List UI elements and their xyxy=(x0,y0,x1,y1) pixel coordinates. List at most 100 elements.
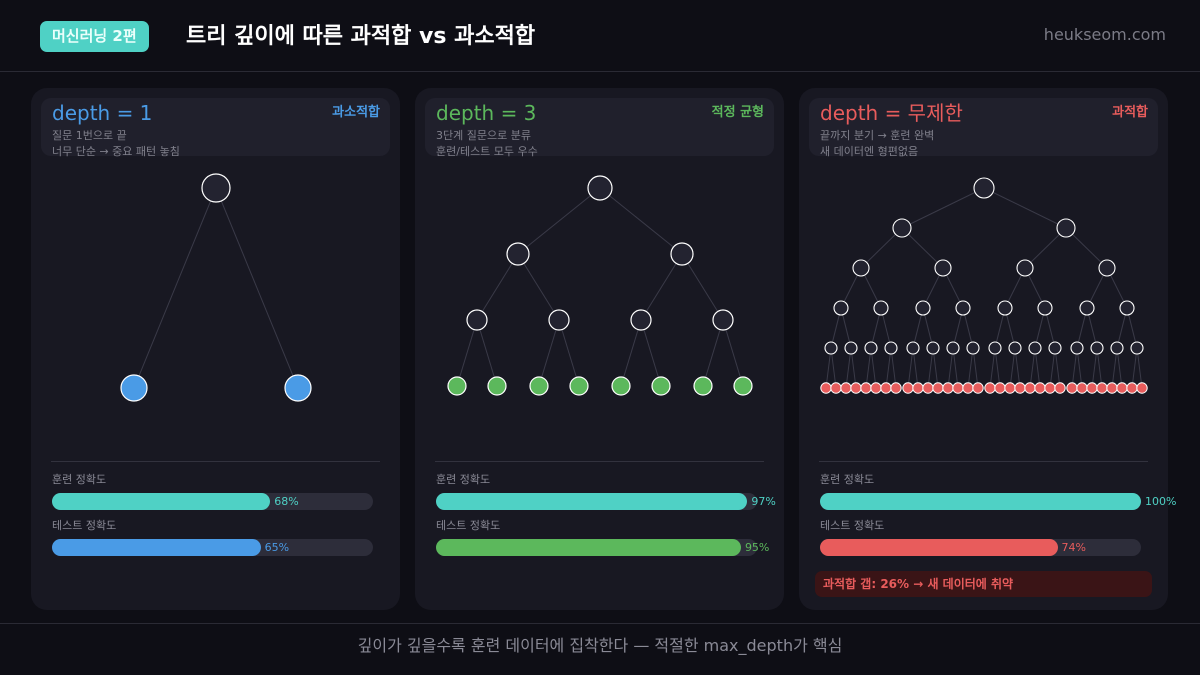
footer: 깊이가 깊을수록 훈련 데이터에 집착한다 — 적절한 max_depth가 핵… xyxy=(0,623,1200,675)
divider xyxy=(51,461,380,462)
divider xyxy=(819,461,1148,462)
page-title: 트리 깊이에 따른 과적합 vs 과소적합 xyxy=(186,24,536,49)
internal-node-icon xyxy=(824,341,838,355)
leaf-node-icon xyxy=(890,382,902,394)
test-accuracy-value: 74% xyxy=(1061,541,1086,554)
leaf-node-icon xyxy=(120,374,148,402)
leaf-node-icon xyxy=(912,382,924,394)
leaf-node-icon xyxy=(850,382,862,394)
test-accuracy-label: 테스트 정확도 xyxy=(52,519,117,532)
divider xyxy=(435,461,764,462)
train-accuracy-value: 97% xyxy=(751,495,776,508)
card-description: 질문 1번으로 끝 너무 단순 → 중요 패턴 놓침 xyxy=(52,128,180,160)
desc-line: 너무 단순 → 중요 패턴 놓침 xyxy=(52,145,180,158)
desc-line: 새 데이터엔 형편없음 xyxy=(820,145,919,158)
card-depth-3: depth = 3 적정 균형 3단계 질문으로 분류 훈련/테스트 모두 우수 xyxy=(415,88,784,610)
train-accuracy-value: 100% xyxy=(1145,495,1177,508)
internal-node-icon xyxy=(915,300,931,316)
internal-node-icon xyxy=(892,218,912,238)
bar-fill xyxy=(820,539,1058,556)
leaf-node-icon xyxy=(1014,382,1026,394)
test-accuracy-label: 테스트 정확도 xyxy=(820,519,885,532)
tree-diagram-unlimited xyxy=(820,177,1148,394)
series-badge: 머신러닝 2편 xyxy=(40,21,149,52)
card-header: depth = 3 적정 균형 3단계 질문으로 분류 훈련/테스트 모두 우수 xyxy=(425,98,774,158)
internal-node-icon xyxy=(864,341,878,355)
card-description: 3단계 질문으로 분류 훈련/테스트 모두 우수 xyxy=(436,128,538,160)
leaf-node-icon xyxy=(1096,382,1108,394)
internal-node-icon xyxy=(973,177,995,199)
site-name: heukseom.com xyxy=(1043,25,1166,44)
internal-node-icon xyxy=(1048,341,1062,355)
leaf-node-icon xyxy=(952,382,964,394)
card-header: depth = 무제한 과적합 끝까지 분기 → 훈련 완벽 새 데이터엔 형편… xyxy=(809,98,1158,158)
leaf-node-icon xyxy=(1024,382,1036,394)
bar-fill xyxy=(52,539,261,556)
leaf-node-icon xyxy=(972,382,984,394)
leaf-node-icon xyxy=(1034,382,1046,394)
test-accuracy-bar: 74% xyxy=(820,539,1141,556)
status-tag: 적정 균형 xyxy=(711,105,764,120)
internal-node-icon xyxy=(1016,259,1034,277)
train-accuracy-label: 훈련 정확도 xyxy=(436,473,491,486)
internal-node-icon xyxy=(884,341,898,355)
overfit-gap-note: 과적합 갭: 26% → 새 데이터에 취약 xyxy=(815,571,1152,597)
internal-node-icon xyxy=(852,259,870,277)
internal-node-icon xyxy=(873,300,889,316)
internal-node-icon xyxy=(1110,341,1124,355)
internal-node-icon xyxy=(934,259,952,277)
desc-line: 훈련/테스트 모두 우수 xyxy=(436,145,538,158)
internal-node-icon xyxy=(1056,218,1076,238)
leaf-node-icon xyxy=(1106,382,1118,394)
leaf-node-icon xyxy=(860,382,872,394)
internal-node-icon xyxy=(1090,341,1104,355)
card-title: depth = 1 xyxy=(52,101,153,125)
leaf-node-icon xyxy=(1066,382,1078,394)
train-accuracy-bar: 68% xyxy=(52,493,373,510)
leaf-node-icon xyxy=(984,382,996,394)
desc-line: 끝까지 분기 → 훈련 완벽 xyxy=(820,129,935,142)
status-tag: 과적합 xyxy=(1112,105,1148,120)
internal-node-icon xyxy=(1070,341,1084,355)
root-node-icon xyxy=(201,173,231,203)
header: 머신러닝 2편 트리 깊이에 따른 과적합 vs 과소적합 heukseom.c… xyxy=(0,0,1200,72)
internal-node-icon xyxy=(955,300,971,316)
test-accuracy-label: 테스트 정확도 xyxy=(436,519,501,532)
internal-node-icon xyxy=(1130,341,1144,355)
desc-line: 3단계 질문으로 분류 xyxy=(436,129,531,142)
bar-fill xyxy=(820,493,1141,510)
card-header: depth = 1 과소적합 질문 1번으로 끝 너무 단순 → 중요 패턴 놓… xyxy=(41,98,390,158)
internal-node-icon xyxy=(926,341,940,355)
train-accuracy-bar: 97% xyxy=(436,493,776,510)
leaf-node-icon xyxy=(1116,382,1128,394)
leaf-node-icon xyxy=(820,382,832,394)
tree-diagram-depth-3 xyxy=(447,175,753,396)
leaf-node-icon xyxy=(1054,382,1066,394)
leaf-node-icon xyxy=(942,382,954,394)
bar-fill xyxy=(436,493,748,510)
footer-caption: 깊이가 깊을수록 훈련 데이터에 집착한다 — 적절한 max_depth가 핵… xyxy=(357,636,843,655)
internal-node-icon xyxy=(997,300,1013,316)
internal-node-icon xyxy=(1028,341,1042,355)
test-accuracy-value: 65% xyxy=(264,541,290,554)
internal-node-icon xyxy=(966,341,980,355)
card-title: depth = 3 xyxy=(436,101,537,125)
internal-node-icon xyxy=(1079,300,1095,316)
card-description: 끝까지 분기 → 훈련 완벽 새 데이터엔 형편없음 xyxy=(820,128,934,160)
internal-node-icon xyxy=(1037,300,1053,316)
leaf-node-icon xyxy=(1004,382,1016,394)
internal-node-icon xyxy=(906,341,920,355)
leaf-node-icon xyxy=(840,382,852,394)
test-accuracy-value: 95% xyxy=(744,541,770,554)
internal-node-icon xyxy=(946,341,960,355)
leaf-node-icon xyxy=(870,382,882,394)
leaf-node-icon xyxy=(830,382,842,394)
leaf-node-icon xyxy=(1126,382,1138,394)
test-accuracy-bar: 65% xyxy=(52,539,373,556)
train-accuracy-label: 훈련 정확도 xyxy=(52,473,107,486)
train-accuracy-label: 훈련 정확도 xyxy=(820,473,875,486)
leaf-node-icon xyxy=(932,382,944,394)
card-title: depth = 무제한 xyxy=(820,101,963,125)
status-tag: 과소적합 xyxy=(332,105,380,120)
internal-node-icon xyxy=(1119,300,1135,316)
